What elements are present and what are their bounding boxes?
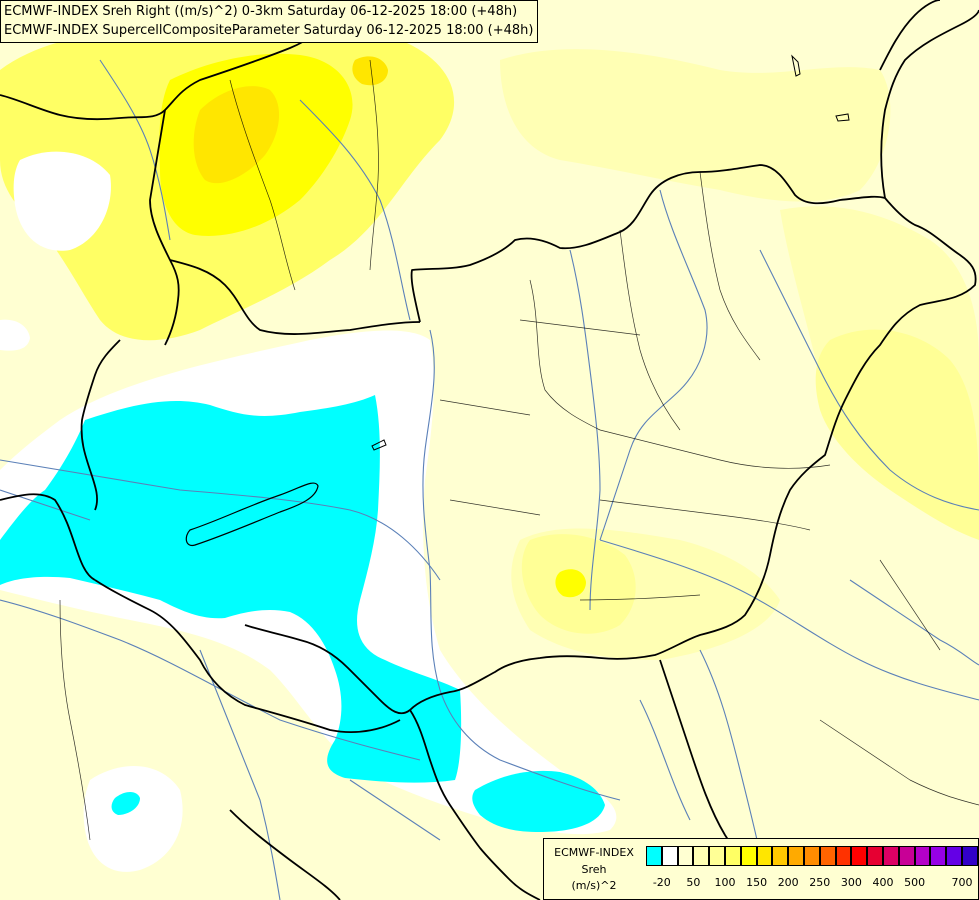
legend-source: ECMWF-INDEX	[554, 846, 634, 859]
rivers	[0, 59, 979, 900]
legend-tick-label: 500	[904, 876, 926, 889]
sreh-field-light-north	[500, 49, 891, 202]
legend-tick-label: -20	[652, 876, 671, 889]
sreh-field-neutral-southwest	[83, 766, 183, 872]
legend-tick-label: 100	[714, 876, 736, 889]
sreh-field-max-south	[555, 569, 586, 598]
legend-tick-label: 400	[872, 876, 894, 889]
legend-swatch	[740, 846, 757, 866]
legend-swatch	[835, 846, 852, 866]
sreh-field-max-north	[352, 56, 388, 86]
legend-swatch	[646, 846, 662, 866]
lake-balaton	[185, 482, 319, 547]
legend-swatch	[693, 846, 710, 866]
sreh-field-neutral-west	[13, 151, 111, 251]
legend-tick-label: 50	[686, 876, 701, 889]
sreh-field-mid-east	[815, 329, 979, 540]
legend-swatch	[882, 846, 899, 866]
legend-swatch	[930, 846, 947, 866]
color-legend: ECMWF-INDEX Sreh (m/s)^2 -20 50 100 150 200 2…	[543, 838, 979, 900]
map-title: ECMWF-INDEX Sreh Right ((m/s)^2) 0-3km S…	[0, 0, 539, 43]
legend-swatch	[756, 846, 773, 866]
sreh-field-negative-west	[0, 395, 462, 783]
legend-tick-label: 250	[809, 876, 831, 889]
legend-tick-label: 700	[951, 876, 973, 889]
legend-parameter: Sreh	[581, 863, 607, 876]
legend-swatch	[724, 846, 741, 866]
title-line-scp: ECMWF-INDEX SupercellCompositeParameter …	[4, 23, 534, 38]
legend-swatch	[803, 846, 820, 866]
legend-tick-label: 200	[777, 876, 799, 889]
legend-swatch	[867, 846, 883, 866]
legend-swatch	[677, 846, 694, 866]
legend-swatch	[946, 846, 962, 866]
region-borders	[59, 59, 979, 841]
legend-swatch	[898, 846, 915, 866]
sreh-field-negative-southwest	[111, 792, 140, 815]
title-line-sreh: ECMWF-INDEX Sreh Right ((m/s)^2) 0-3km S…	[4, 4, 518, 19]
legend-tick-label: 300	[840, 876, 862, 889]
legend-swatch	[851, 846, 868, 866]
legend-ticks: -20 50 100 150 200 250 300 400 500 700	[646, 876, 973, 890]
legend-tick-label: 150	[746, 876, 768, 889]
lake-small-2	[835, 113, 850, 122]
legend-swatch	[977, 846, 979, 866]
sreh-field-neutral-west-small	[0, 319, 30, 351]
legend-swatch	[709, 846, 725, 866]
legend-swatch	[819, 846, 836, 866]
lake-small-3	[791, 54, 801, 77]
legend-swatch	[661, 846, 678, 866]
legend-swatch	[961, 846, 978, 866]
legend-unit: (m/s)^2	[571, 879, 617, 892]
legend-swatch	[914, 846, 931, 866]
legend-swatch	[772, 846, 789, 866]
lake-small-1	[371, 439, 387, 451]
legend-swatches	[646, 846, 979, 866]
legend-swatch	[788, 846, 804, 866]
sreh-field-max-northwest	[193, 86, 280, 184]
